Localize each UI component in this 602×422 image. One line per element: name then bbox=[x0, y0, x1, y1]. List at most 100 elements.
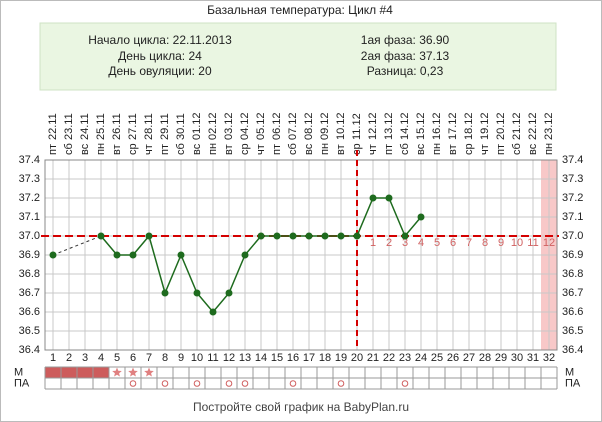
y-tick-label: 37.2 bbox=[19, 192, 40, 204]
intercourse-mark bbox=[193, 380, 201, 387]
bbt-point bbox=[177, 251, 185, 259]
row-label-right: ПА bbox=[565, 377, 581, 389]
footer: Постройте свой график на BabyPlan.ru bbox=[193, 400, 409, 414]
date: 27.11 bbox=[127, 113, 139, 140]
bbt-point bbox=[273, 232, 281, 240]
weekday: вт bbox=[223, 144, 235, 155]
bbt-point bbox=[289, 232, 297, 240]
weekday: чт bbox=[367, 144, 379, 155]
info-text: 1ая фаза: 36.90 bbox=[361, 33, 450, 47]
x-tick-label: 1 bbox=[50, 352, 56, 364]
x-tick-label: 25 bbox=[431, 352, 443, 364]
bbt-point bbox=[209, 308, 217, 316]
weekday: пт bbox=[47, 144, 59, 155]
weekday: пт bbox=[383, 144, 395, 155]
bbt-point bbox=[417, 213, 425, 221]
bbt-point bbox=[401, 232, 409, 240]
x-tick-label: 6 bbox=[130, 352, 136, 364]
weekday: пн bbox=[543, 143, 555, 155]
x-tick-label: 16 bbox=[287, 352, 299, 364]
menstruation-cell bbox=[77, 367, 93, 378]
date: 08.12 bbox=[303, 112, 315, 140]
intercourse-mark bbox=[225, 380, 233, 387]
y-tick-label-right: 37.2 bbox=[562, 192, 583, 204]
x-tick-label: 5 bbox=[114, 352, 120, 364]
y-tick-label: 36.4 bbox=[19, 344, 40, 356]
bbt-point bbox=[113, 251, 121, 259]
x-tick-label: 7 bbox=[146, 352, 152, 364]
weekday: сб bbox=[287, 143, 299, 155]
x-tick-label: 24 bbox=[415, 352, 427, 364]
date: 25.11 bbox=[95, 113, 107, 140]
y-tick-label-right: 36.6 bbox=[562, 306, 583, 318]
y-tick-label-right: 36.4 bbox=[562, 344, 583, 356]
date: 29.11 bbox=[159, 113, 171, 140]
gap-bridge bbox=[52, 235, 102, 256]
weekday: сб bbox=[175, 143, 187, 155]
bbt-point bbox=[97, 232, 105, 240]
date: 16.12 bbox=[431, 112, 443, 140]
date: 15.12 bbox=[415, 112, 427, 140]
info-text: День цикла: 24 bbox=[118, 49, 202, 63]
x-tick-label: 14 bbox=[255, 352, 267, 364]
y-tick-label-right: 36.7 bbox=[562, 287, 583, 299]
weekday: пт bbox=[159, 144, 171, 155]
menstruation-cell bbox=[45, 367, 61, 378]
weekday: пн bbox=[431, 143, 443, 155]
x-tick-label: 31 bbox=[527, 352, 539, 364]
y-tick-label-right: 37.0 bbox=[562, 230, 583, 242]
x-tick-label: 15 bbox=[271, 352, 283, 364]
chart-title: Базальная температура: Цикл #4 bbox=[207, 3, 393, 17]
bbt-point bbox=[385, 194, 393, 202]
date: 01.12 bbox=[191, 112, 203, 140]
info-box bbox=[39, 22, 557, 91]
date: 04.12 bbox=[239, 112, 251, 140]
menstruation-cell bbox=[93, 367, 109, 378]
date: 30.11 bbox=[175, 113, 187, 140]
row-label: ПА bbox=[14, 377, 30, 389]
weekday: вс bbox=[79, 143, 91, 155]
intercourse-mark bbox=[241, 380, 249, 387]
weekday: ср bbox=[127, 143, 139, 155]
x-tick-label: 12 bbox=[223, 352, 235, 364]
weekday: ср bbox=[463, 143, 475, 155]
bbt-point bbox=[225, 289, 233, 297]
x-tick-label: 10 bbox=[191, 352, 203, 364]
weekday: чт bbox=[255, 144, 267, 155]
date: 19.12 bbox=[479, 112, 491, 140]
y-tick-label: 37.1 bbox=[19, 211, 40, 223]
phase2-day: 10 bbox=[511, 237, 523, 249]
phase2-day: 3 bbox=[402, 237, 408, 249]
y-tick-label-right: 36.5 bbox=[562, 325, 583, 337]
date: 26.11 bbox=[111, 113, 123, 140]
x-tick-label: 11 bbox=[207, 352, 218, 364]
phase2-day: 8 bbox=[482, 237, 488, 249]
intercourse-mark bbox=[289, 380, 297, 387]
weekday: вс bbox=[527, 143, 539, 155]
date: 28.11 bbox=[143, 113, 155, 140]
date: 20.12 bbox=[495, 112, 507, 140]
x-tick-label: 17 bbox=[303, 352, 315, 364]
y-tick-label: 36.9 bbox=[19, 249, 40, 261]
x-tick-label: 2 bbox=[66, 352, 72, 364]
weekday: пн bbox=[207, 143, 219, 155]
y-tick-label: 37.3 bbox=[19, 173, 40, 185]
info-text: День овуляции: 20 bbox=[108, 64, 212, 78]
date: 05.12 bbox=[255, 112, 267, 140]
spotting-mark bbox=[144, 367, 154, 377]
phase2-day: 4 bbox=[418, 237, 424, 249]
x-tick-label: 29 bbox=[495, 352, 507, 364]
spotting-mark bbox=[112, 367, 122, 377]
phase2-day: 11 bbox=[527, 237, 538, 249]
weekday: пт bbox=[271, 144, 283, 155]
bbt-point bbox=[353, 232, 361, 240]
x-tick-label: 13 bbox=[239, 352, 251, 364]
bbt-point bbox=[193, 289, 201, 297]
x-tick-label: 3 bbox=[82, 352, 88, 364]
y-tick-label-right: 36.9 bbox=[562, 249, 583, 261]
date: 02.12 bbox=[207, 112, 219, 140]
intercourse-mark bbox=[161, 380, 169, 387]
date: 22.11 bbox=[47, 113, 59, 140]
weekday: вс bbox=[415, 143, 427, 155]
bbt-point bbox=[369, 194, 377, 202]
